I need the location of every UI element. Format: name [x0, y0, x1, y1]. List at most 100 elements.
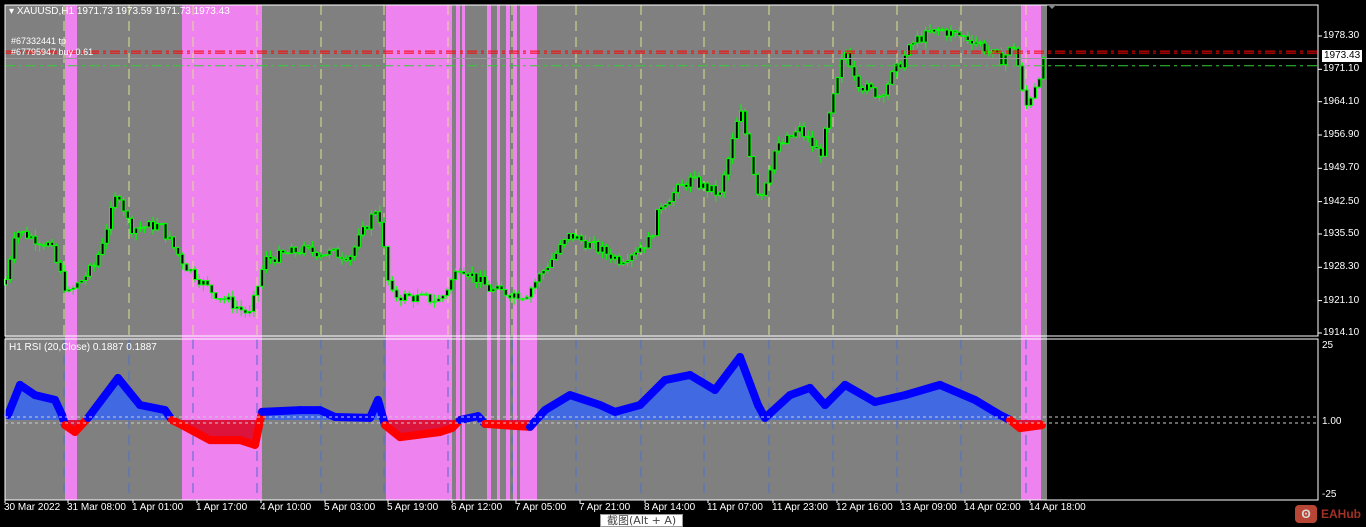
candle-body	[886, 83, 890, 96]
collapse-triangle-icon[interactable]: ▾	[9, 6, 17, 17]
zone-pink	[65, 5, 77, 500]
rsi-fill	[665, 375, 690, 420]
candle-body	[831, 93, 836, 114]
candle-body	[319, 254, 323, 258]
candle-body	[797, 126, 802, 133]
candle-body	[134, 227, 139, 234]
price-axis-label: 1964.10	[1323, 95, 1360, 107]
rsi-line-segment	[566, 391, 604, 409]
candle-body	[16, 231, 21, 239]
rsi-fill	[210, 420, 240, 441]
candle-body	[163, 223, 168, 240]
candle-body	[726, 158, 731, 176]
candle-body	[356, 234, 361, 248]
candle-body	[755, 173, 760, 195]
candle-body	[529, 287, 533, 298]
candle-body	[1003, 54, 1008, 66]
time-axis-label: 31 Mar 08:00	[67, 502, 126, 513]
candle-body	[226, 296, 231, 301]
candle-body	[176, 247, 181, 255]
zone-pink	[520, 5, 537, 500]
candle-body	[478, 275, 483, 283]
candle-body	[352, 246, 357, 257]
candle-body	[617, 255, 622, 265]
candle-body	[75, 282, 80, 289]
candle-body	[373, 211, 378, 215]
rsi-line-segment	[178, 421, 214, 445]
candle-body	[491, 288, 496, 292]
candle-body	[902, 54, 907, 69]
candle-body	[117, 195, 122, 201]
candle-body	[781, 142, 785, 145]
candle-body	[722, 174, 727, 193]
price-axis-label: 1949.70	[1323, 162, 1360, 174]
candle-body	[709, 185, 714, 193]
candle-body	[978, 41, 983, 44]
candle-body	[314, 251, 319, 258]
candle-body	[453, 270, 458, 281]
candle-body	[550, 258, 554, 268]
candle-body	[776, 142, 781, 152]
candle-body	[923, 30, 928, 43]
candle-body	[83, 275, 88, 281]
candle-body	[289, 246, 294, 254]
candle-body	[361, 226, 365, 236]
candle-body	[516, 292, 521, 300]
candle-body	[25, 230, 29, 239]
candle-body	[323, 254, 328, 257]
candle-body	[974, 41, 979, 45]
candle-body	[751, 155, 756, 175]
price-axis-label: 1928.30	[1323, 261, 1360, 273]
candle-body	[386, 246, 391, 282]
candle-body	[688, 176, 693, 188]
candle-body	[487, 284, 491, 292]
rsi-line-segment	[258, 406, 304, 416]
rsi-line-segment	[971, 395, 1004, 419]
candle-body	[172, 236, 176, 249]
candle-body	[953, 30, 958, 33]
candle-body	[264, 256, 269, 271]
price-axis-label: 1971.10	[1323, 63, 1360, 75]
candle-body	[621, 261, 626, 265]
candle-body	[730, 138, 735, 160]
candle-body	[96, 253, 101, 267]
candle-body	[877, 95, 882, 98]
order-label-tp: #67332441 tp	[11, 36, 67, 46]
rsi-line-segment	[841, 380, 879, 406]
candle-body	[676, 184, 680, 194]
candle-body	[419, 293, 424, 296]
price-axis-label: 1942.50	[1323, 195, 1360, 207]
candle-body	[982, 42, 987, 53]
candle-body	[8, 258, 13, 280]
pig-icon: ʘ	[1295, 505, 1317, 523]
candle-body	[188, 268, 193, 272]
candle-body	[537, 273, 542, 283]
candle-body	[62, 270, 67, 292]
time-axis-label: 11 Apr 23:00	[772, 502, 828, 513]
candle-body	[680, 183, 685, 186]
candle-body	[331, 248, 336, 251]
rsi-line-segment	[331, 413, 374, 422]
time-axis-label: 6 Apr 12:00	[451, 502, 503, 513]
candle-body	[713, 185, 718, 196]
rsi-line-segment	[711, 353, 744, 394]
candle-body	[33, 235, 38, 245]
candle-body	[193, 268, 197, 281]
candle-body	[243, 309, 248, 314]
rsi-line-segment	[4, 380, 24, 419]
candle-body	[503, 289, 508, 296]
rsi-line-segment	[736, 353, 762, 409]
candle-body	[587, 241, 592, 249]
candle-body	[398, 297, 403, 302]
candle-body	[944, 29, 949, 37]
candle-body	[205, 280, 210, 286]
candle-body	[88, 264, 92, 277]
order-label-buy: #67795947 buy 0.61	[11, 47, 94, 57]
price-axis-label: 1914.10	[1323, 326, 1360, 338]
candle-body	[272, 258, 277, 263]
candle-body	[890, 71, 895, 85]
candle-body	[642, 247, 647, 250]
candle-body	[306, 245, 311, 248]
rsi-line-segment	[84, 374, 122, 422]
